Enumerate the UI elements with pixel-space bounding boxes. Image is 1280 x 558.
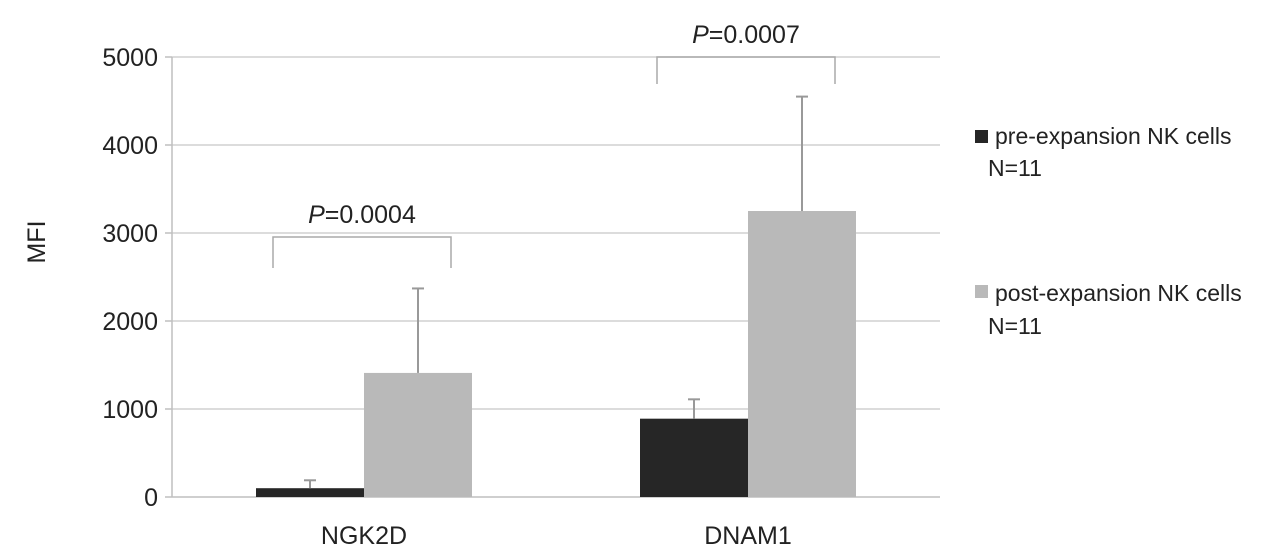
legend-swatch-post-expansion bbox=[975, 285, 988, 298]
p-value-label: P=0.0007 bbox=[692, 21, 800, 49]
legend-n-post-expansion: N=11 bbox=[988, 313, 1042, 339]
significance-bracket bbox=[272, 236, 452, 268]
legend-label-post-expansion: post-expansion NK cells bbox=[995, 280, 1242, 306]
y-tick-label: 1000 bbox=[102, 396, 158, 424]
y-tick-label: 5000 bbox=[102, 44, 158, 72]
legend-label-pre-expansion: pre-expansion NK cells bbox=[995, 123, 1232, 149]
bar bbox=[364, 372, 472, 497]
p-value-prefix: P bbox=[308, 201, 325, 229]
y-axis-label: MFI bbox=[23, 220, 51, 263]
bars bbox=[256, 211, 856, 497]
y-axis-ticks: 0 1000 2000 3000 4000 5000 bbox=[102, 44, 172, 512]
x-category-label: DNAM1 bbox=[704, 522, 792, 550]
p-value-label: P=0.0004 bbox=[308, 201, 416, 229]
x-category-label: NGK2D bbox=[321, 522, 407, 550]
bar bbox=[748, 211, 856, 497]
bar bbox=[640, 418, 748, 497]
legend-swatch-pre-expansion bbox=[975, 130, 988, 143]
category-labels: NGK2D DNAM1 bbox=[321, 522, 792, 550]
p-value-number: =0.0004 bbox=[325, 201, 416, 229]
error-bars bbox=[304, 95, 808, 489]
legend-n-pre-expansion: N=11 bbox=[988, 155, 1042, 181]
y-tick-label: 3000 bbox=[102, 220, 158, 248]
y-tick-label: 2000 bbox=[102, 308, 158, 336]
significance-bracket bbox=[656, 56, 836, 84]
y-tick-label: 4000 bbox=[102, 132, 158, 160]
y-tick-label: 0 bbox=[144, 484, 158, 512]
legend: pre-expansion NK cells N=11 post-expansi… bbox=[975, 123, 1242, 339]
p-value-number: =0.0007 bbox=[709, 21, 800, 49]
p-value-prefix: P bbox=[692, 21, 709, 49]
bar bbox=[256, 488, 364, 497]
